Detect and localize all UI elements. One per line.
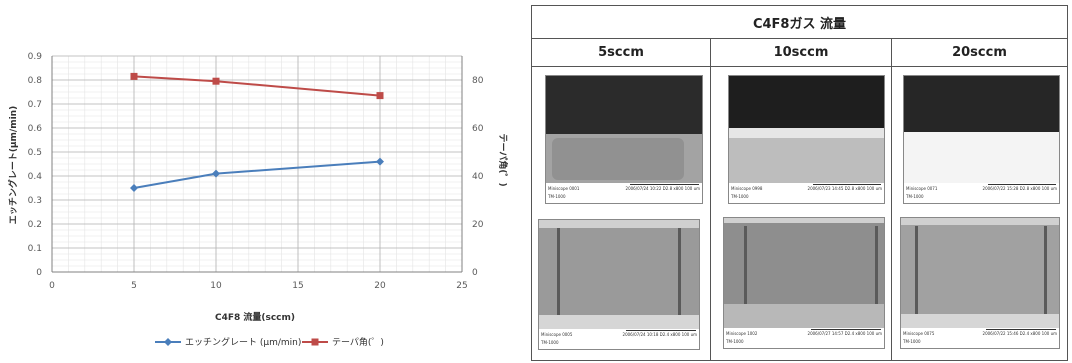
- y-left-tick-label: 0.6: [28, 124, 43, 134]
- x-axis-title: C4F8 流量(sccm): [215, 311, 295, 323]
- chart-series: [130, 72, 384, 192]
- sem-top-view-image: Miniscope 0005 TM-1000 2006/07/24 10:18 …: [538, 219, 700, 350]
- y-left-tick-label: 0.2: [28, 220, 42, 230]
- x-tick-label: 25: [456, 281, 467, 291]
- y-left-tick-label: 0: [36, 268, 42, 278]
- etch-rate-taper-chart: 0 5 10 15 20 25 0 0.1 0.2 0.3 0.4 0.5 0.6 0.7 0.8 0.9 0 2…: [7, 52, 509, 348]
- x-tick-label: 0: [49, 281, 55, 291]
- legend-label: テーパ角(゜): [332, 336, 384, 348]
- data-point: [130, 72, 138, 80]
- sem-top-view-image: Miniscope 0075 TM-1000 2006/07/22 15:46 …: [900, 217, 1060, 349]
- data-point: [376, 92, 384, 100]
- sem-cross-section-image: Miniscope 0071 TM-1000 2006/07/22 15:28 …: [903, 75, 1060, 204]
- column-5sccm: Miniscope 0001 TM-1000 2006/07/24 10:22 …: [532, 67, 710, 360]
- sem-image-table: C4F8ガス 流量 5sccm 10sccm 20sccm Miniscope …: [531, 5, 1068, 361]
- x-tick-label: 10: [210, 281, 222, 291]
- y-left-tick-label: 0.5: [28, 148, 42, 158]
- x-tick-label: 20: [374, 281, 386, 291]
- data-point: [212, 169, 220, 178]
- y-right-tick-label: 0: [472, 268, 478, 278]
- sem-table-title: C4F8ガス 流量: [532, 6, 1067, 39]
- y-left-tick-label: 0.8: [28, 76, 43, 86]
- y-axis-left-title: エッチングレート(μm/min): [7, 106, 19, 224]
- data-point: [376, 157, 384, 166]
- chart-legend: エッチングレート (μm/min) テーパ角(゜): [155, 336, 384, 348]
- x-tick-label: 15: [292, 281, 303, 291]
- y-left-tick-label: 0.7: [28, 100, 42, 110]
- y-left-tick-label: 0.1: [28, 244, 42, 254]
- column-header-10sccm: 10sccm: [710, 39, 891, 67]
- y-right-tick-label: 80: [472, 76, 484, 86]
- x-tick-label: 5: [131, 281, 137, 291]
- column-10sccm: Miniscope 0998 TM-1000 2006/07/23 14:45 …: [710, 67, 891, 360]
- y-right-tick-label: 40: [472, 172, 484, 182]
- sem-cross-section-image: Miniscope 0998 TM-1000 2006/07/23 14:45 …: [728, 75, 885, 204]
- legend-marker: [311, 338, 319, 346]
- legend-label: エッチングレート (μm/min): [185, 336, 301, 348]
- y-right-tick-label: 20: [472, 220, 484, 230]
- y-axis-right-title: テーパ角(゜): [497, 133, 509, 186]
- column-header-5sccm: 5sccm: [532, 39, 710, 67]
- y-right-tick-label: 60: [472, 124, 484, 134]
- y-left-tick-label: 0.3: [28, 196, 42, 206]
- y-left-tick-label: 0.4: [28, 172, 43, 182]
- legend-marker: [164, 338, 172, 346]
- sem-top-view-image: Miniscope 1002 TM-1000 2006/07/27 14:57 …: [723, 217, 885, 349]
- column-header-20sccm: 20sccm: [891, 39, 1067, 67]
- chart-axes: 0 5 10 15 20 25 0 0.1 0.2 0.3 0.4 0.5 0.6 0.7 0.8 0.9 0 2…: [28, 52, 484, 291]
- data-point: [130, 184, 138, 192]
- data-point: [212, 77, 220, 85]
- chart-grid: [51, 55, 463, 273]
- column-20sccm: Miniscope 0071 TM-1000 2006/07/22 15:28 …: [891, 67, 1067, 360]
- y-left-tick-label: 0.9: [28, 52, 43, 62]
- sem-cross-section-image: Miniscope 0001 TM-1000 2006/07/24 10:22 …: [545, 75, 703, 204]
- series-line-0: [133, 160, 381, 189]
